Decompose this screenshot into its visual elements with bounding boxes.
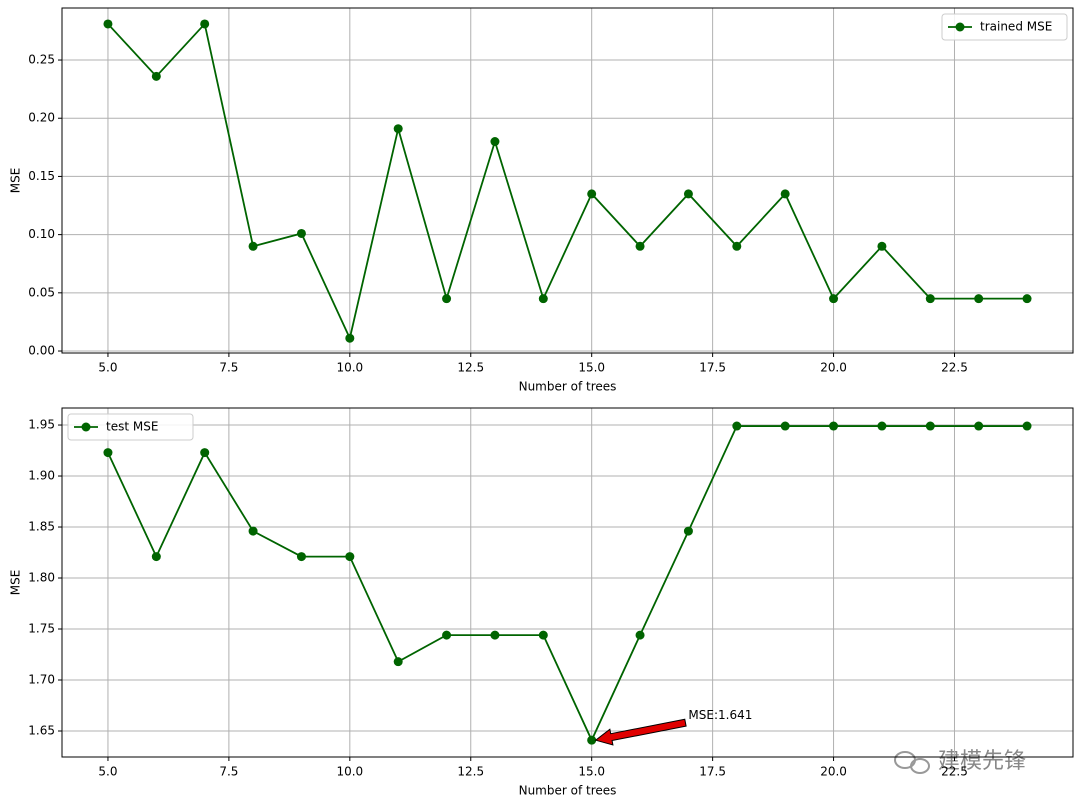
- data-point: [538, 630, 548, 640]
- series-line: [107, 425, 1028, 743]
- data-point: [442, 630, 452, 640]
- data-point: [587, 189, 597, 199]
- y-tick-label: 0.05: [28, 285, 55, 299]
- data-point: [925, 421, 935, 431]
- data-point: [345, 333, 355, 343]
- y-tick-label: 1.95: [28, 418, 55, 432]
- annotation-text: MSE:1.641: [688, 708, 752, 722]
- legend-marker: [81, 422, 91, 432]
- y-tick-label: 0.15: [28, 169, 55, 183]
- x-tick-label: 5.0: [98, 361, 117, 375]
- watermark: 建模先锋: [938, 748, 1026, 773]
- data-point: [296, 552, 306, 562]
- x-tick-label: 7.5: [219, 361, 238, 375]
- x-tick-label: 15.0: [578, 765, 605, 779]
- y-axis-label: MSE: [9, 168, 23, 194]
- x-axis-label: Number of trees: [519, 380, 617, 394]
- data-point: [538, 294, 548, 304]
- annotation-arrow: [594, 718, 687, 746]
- data-point: [103, 19, 113, 29]
- y-tick-label: 1.90: [28, 469, 55, 483]
- data-point: [635, 241, 645, 251]
- data-point: [151, 71, 161, 81]
- data-point: [780, 421, 790, 431]
- legend-marker: [955, 22, 965, 32]
- data-point: [248, 526, 258, 536]
- y-tick-label: 1.75: [28, 622, 55, 636]
- watermark-icon: [894, 751, 930, 774]
- x-tick-label: 22.5: [941, 361, 968, 375]
- data-point: [345, 552, 355, 562]
- x-tick-label: 10.0: [336, 361, 363, 375]
- plot-frame: [61, 407, 1074, 758]
- data-point: [635, 630, 645, 640]
- y-tick-label: 1.65: [28, 723, 55, 737]
- legend-label: trained MSE: [980, 20, 1052, 34]
- data-point: [248, 241, 258, 251]
- data-point: [780, 189, 790, 199]
- data-point: [829, 421, 839, 431]
- x-tick-label: 7.5: [219, 765, 238, 779]
- data-point: [490, 630, 500, 640]
- data-point: [1022, 421, 1032, 431]
- legend-box: [67, 413, 194, 441]
- x-tick-label: 20.0: [820, 765, 847, 779]
- x-tick-label: 20.0: [820, 361, 847, 375]
- data-point: [296, 228, 306, 238]
- x-axis-label: Number of trees: [519, 784, 617, 798]
- data-point: [877, 241, 887, 251]
- y-tick-label: 1.85: [28, 520, 55, 534]
- x-tick-label: 12.5: [457, 361, 484, 375]
- legend-label: test MSE: [106, 420, 158, 434]
- x-tick-label: 17.5: [699, 361, 726, 375]
- data-point: [490, 137, 500, 147]
- data-point: [393, 124, 403, 134]
- data-point: [925, 294, 935, 304]
- data-point: [200, 448, 210, 458]
- x-tick-label: 12.5: [457, 765, 484, 779]
- y-tick-label: 0.20: [28, 111, 55, 125]
- data-point: [442, 294, 452, 304]
- x-tick-label: 5.0: [98, 765, 117, 779]
- data-point: [974, 294, 984, 304]
- y-tick-label: 1.80: [28, 571, 55, 585]
- data-point: [103, 448, 113, 458]
- data-point: [151, 552, 161, 562]
- plot-frame: [61, 7, 1074, 354]
- data-point: [732, 241, 742, 251]
- x-tick-label: 15.0: [578, 361, 605, 375]
- data-point: [200, 19, 210, 29]
- y-tick-label: 0.00: [28, 344, 55, 358]
- data-point: [829, 294, 839, 304]
- legend-box: [941, 13, 1068, 41]
- data-point: [683, 189, 693, 199]
- series-line: [107, 22, 1028, 341]
- y-tick-label: 0.10: [28, 227, 55, 241]
- x-tick-label: 22.5: [941, 765, 968, 779]
- x-tick-label: 10.0: [336, 765, 363, 779]
- data-point: [732, 421, 742, 431]
- y-axis-label: MSE: [9, 570, 23, 596]
- data-point: [1022, 294, 1032, 304]
- data-point: [683, 526, 693, 536]
- data-point: [587, 735, 597, 745]
- y-tick-label: 1.70: [28, 672, 55, 686]
- data-point: [974, 421, 984, 431]
- y-tick-label: 0.25: [28, 53, 55, 67]
- x-tick-label: 17.5: [699, 765, 726, 779]
- data-point: [877, 421, 887, 431]
- data-point: [393, 657, 403, 667]
